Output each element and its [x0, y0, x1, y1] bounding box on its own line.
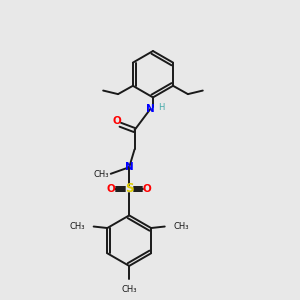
Text: N: N — [146, 104, 155, 114]
Text: CH₃: CH₃ — [173, 222, 189, 231]
Text: CH₃: CH₃ — [122, 285, 137, 294]
Text: O: O — [143, 184, 152, 194]
Text: CH₃: CH₃ — [94, 170, 109, 179]
Text: CH₃: CH₃ — [70, 222, 85, 231]
Text: S: S — [125, 182, 134, 195]
Text: O: O — [107, 184, 116, 194]
Text: N: N — [125, 162, 134, 172]
Text: O: O — [112, 116, 121, 126]
Text: H: H — [158, 103, 164, 112]
